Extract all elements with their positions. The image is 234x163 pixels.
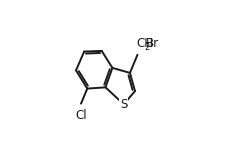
Text: CH: CH: [136, 37, 153, 50]
Text: Br: Br: [146, 37, 159, 50]
Text: 2: 2: [144, 43, 150, 52]
Text: S: S: [120, 98, 127, 111]
Text: Cl: Cl: [75, 109, 87, 122]
